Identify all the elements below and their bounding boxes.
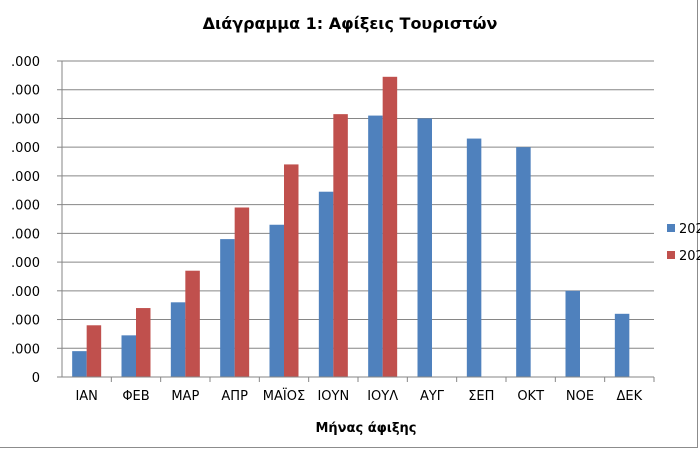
y-tick-label: .000 — [11, 170, 40, 185]
y-tick-label: .000 — [11, 141, 40, 156]
bar-1 — [269, 224, 284, 377]
chart-title: Διάγραμμα 1: Αφίξεις Τουριστών — [203, 14, 498, 33]
x-tick-label: ΙΟΥΝ — [317, 389, 349, 404]
bar-2 — [234, 207, 250, 377]
bar-2 — [382, 76, 398, 378]
bar-1 — [220, 239, 235, 377]
bar-1 — [516, 147, 531, 377]
bar-1 — [565, 290, 580, 377]
bar-1 — [170, 302, 186, 377]
x-tick-label: ΜΑΪΟΣ — [263, 388, 305, 404]
x-tick-label: ΜΑΡ — [171, 389, 199, 404]
bar-2 — [136, 308, 151, 377]
y-tick-label: .000 — [11, 314, 40, 329]
bar-1 — [318, 191, 334, 377]
x-tick-label: ΑΠΡ — [221, 389, 248, 404]
bar-2 — [284, 164, 299, 377]
x-tick-label: ΝΟΕ — [566, 389, 594, 404]
bar-1 — [614, 313, 630, 377]
x-axis-label: Μήνας άφιξης — [315, 421, 416, 436]
x-axis-ticks: ΙΑΝ ΦΕΒ ΜΑΡ ΑΠΡ ΜΑΪΟΣ ΙΟΥΝ ΙΟΥΛ ΑΥΓ ΣΕΠ ΟΚΤ ΝΟΕ ΔΕΚ — [75, 377, 655, 404]
y-tick-label: .000 — [11, 256, 40, 271]
bar-2 — [86, 325, 102, 377]
bar-1 — [417, 118, 432, 378]
y-tick-label: .000 — [11, 227, 40, 242]
y-tick-label: 0 — [32, 371, 40, 386]
bars — [72, 76, 630, 378]
legend-label: 202 — [679, 222, 700, 237]
x-tick-label: ΙΟΥΛ — [367, 389, 398, 404]
x-tick-label: ΑΥΓ — [420, 389, 445, 404]
legend-swatch — [667, 251, 675, 259]
legend-swatch — [667, 224, 675, 232]
x-tick-label: ΙΑΝ — [75, 389, 97, 404]
y-tick-label: .000 — [11, 84, 40, 99]
y-tick-label: .000 — [11, 342, 40, 357]
x-tick-label: ΦΕΒ — [122, 389, 149, 404]
gridlines — [62, 60, 654, 349]
bar-1 — [121, 335, 136, 377]
x-tick-label: ΟΚΤ — [517, 389, 544, 404]
y-tick-label: .000 — [11, 199, 40, 214]
bar-2 — [333, 114, 348, 378]
bar-2 — [185, 270, 200, 377]
bar-1 — [466, 138, 482, 377]
y-axis-ticks: 0 .000 .000 .000 .000 .000 .000 .000 .000 .000 .00… — [11, 55, 62, 386]
bar-1 — [72, 351, 87, 377]
bar-1 — [368, 115, 383, 377]
y-tick-label: .000 — [11, 285, 40, 300]
x-tick-label: ΣΕΠ — [468, 389, 494, 404]
legend-label: 202 — [679, 249, 700, 264]
y-tick-label: .000 — [11, 55, 40, 70]
x-tick-label: ΔΕΚ — [617, 389, 643, 404]
y-tick-label: .000 — [11, 112, 40, 127]
legend: 202 202 — [667, 222, 700, 264]
